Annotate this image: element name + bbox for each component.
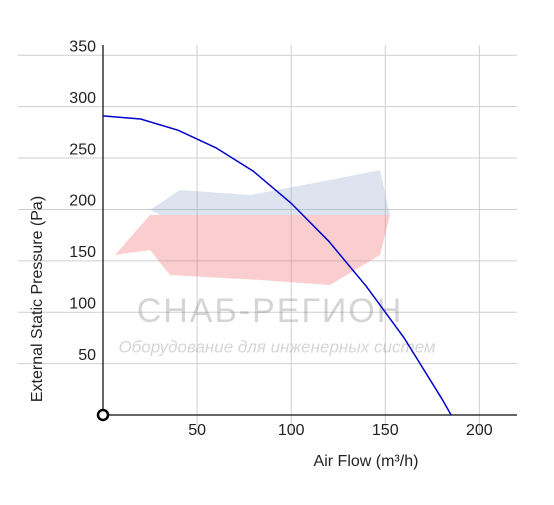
- x-tick-label: 150: [372, 422, 399, 439]
- series-line: [102, 115, 452, 416]
- y-axis-label: External Static Pressure (Pa): [29, 196, 46, 402]
- origin-marker: [96, 408, 110, 422]
- watermark-map-bottom: [115, 215, 390, 285]
- y-tick-label: 300: [69, 90, 96, 107]
- x-tick-label: 50: [188, 422, 206, 439]
- watermark-subtitle: Оборудование для инженерных систем: [118, 337, 435, 356]
- watermark-map-top: [150, 170, 390, 215]
- watermark: СНАБ-РЕГИОН Оборудование для инженерных …: [115, 170, 436, 356]
- y-tick-label: 350: [69, 38, 96, 55]
- y-tick-label: 100: [69, 295, 96, 312]
- x-tick-label: 200: [466, 422, 493, 439]
- watermark-title: СНАБ-РЕГИОН: [137, 292, 404, 330]
- y-tick-label: 250: [69, 141, 96, 158]
- y-tick-label: 200: [69, 193, 96, 210]
- y-tick-label: 50: [78, 347, 96, 364]
- y-tick-label: 150: [69, 244, 96, 261]
- x-tick-label: 100: [278, 422, 305, 439]
- x-axis-label: Air Flow (m³/h): [314, 453, 419, 470]
